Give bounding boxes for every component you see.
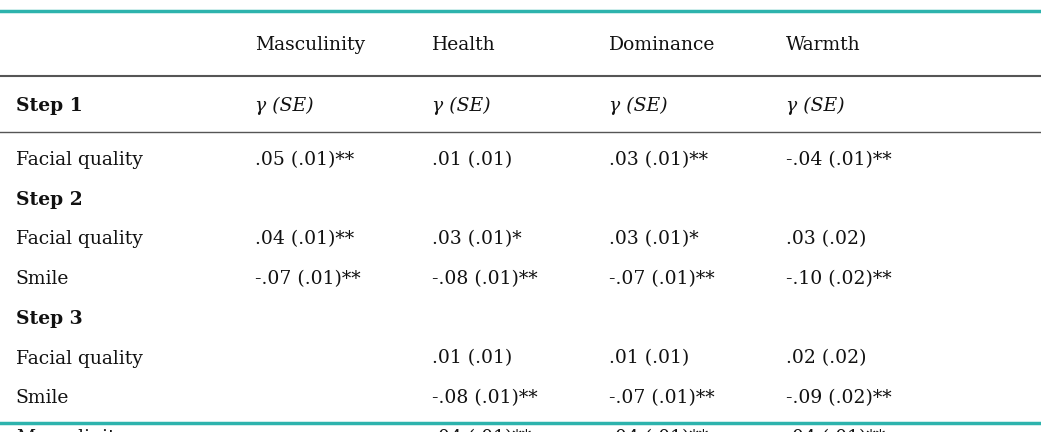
- Text: .03 (.01)*: .03 (.01)*: [609, 230, 699, 248]
- Text: Smile: Smile: [16, 389, 69, 407]
- Text: γ (SE): γ (SE): [786, 97, 844, 115]
- Text: γ (SE): γ (SE): [609, 97, 667, 115]
- Text: .04 (.01)**: .04 (.01)**: [255, 230, 354, 248]
- Text: .04 (.01)**: .04 (.01)**: [786, 429, 885, 432]
- Text: .05 (.01)**: .05 (.01)**: [255, 151, 354, 169]
- Text: Step 3: Step 3: [16, 310, 82, 328]
- Text: Smile: Smile: [16, 270, 69, 288]
- Text: -.10 (.02)**: -.10 (.02)**: [786, 270, 891, 288]
- Text: γ (SE): γ (SE): [432, 97, 490, 115]
- Text: -.07 (.01)**: -.07 (.01)**: [255, 270, 360, 288]
- Text: .03 (.01)**: .03 (.01)**: [609, 151, 708, 169]
- Text: Facial quality: Facial quality: [16, 230, 143, 248]
- Text: -.09 (.02)**: -.09 (.02)**: [786, 389, 891, 407]
- Text: Step 1: Step 1: [16, 97, 82, 115]
- Text: .01 (.01): .01 (.01): [609, 349, 689, 368]
- Text: -.08 (.01)**: -.08 (.01)**: [432, 389, 537, 407]
- Text: Dominance: Dominance: [609, 36, 715, 54]
- Text: Health: Health: [432, 36, 496, 54]
- Text: Masculinity: Masculinity: [16, 429, 126, 432]
- Text: .04 (.01)**: .04 (.01)**: [609, 429, 708, 432]
- Text: Facial quality: Facial quality: [16, 151, 143, 169]
- Text: .01 (.01): .01 (.01): [432, 151, 512, 169]
- Text: Step 2: Step 2: [16, 191, 82, 209]
- Text: .03 (.01)*: .03 (.01)*: [432, 230, 522, 248]
- Text: Warmth: Warmth: [786, 36, 861, 54]
- Text: γ (SE): γ (SE): [255, 97, 313, 115]
- Text: .03 (.02): .03 (.02): [786, 230, 866, 248]
- Text: .04 (.01)**: .04 (.01)**: [432, 429, 531, 432]
- Text: Facial quality: Facial quality: [16, 349, 143, 368]
- Text: .02 (.02): .02 (.02): [786, 349, 866, 368]
- Text: .01 (.01): .01 (.01): [432, 349, 512, 368]
- Text: -.08 (.01)**: -.08 (.01)**: [432, 270, 537, 288]
- Text: -.07 (.01)**: -.07 (.01)**: [609, 270, 714, 288]
- Text: Masculinity: Masculinity: [255, 36, 365, 54]
- Text: -.04 (.01)**: -.04 (.01)**: [786, 151, 891, 169]
- Text: -.07 (.01)**: -.07 (.01)**: [609, 389, 714, 407]
